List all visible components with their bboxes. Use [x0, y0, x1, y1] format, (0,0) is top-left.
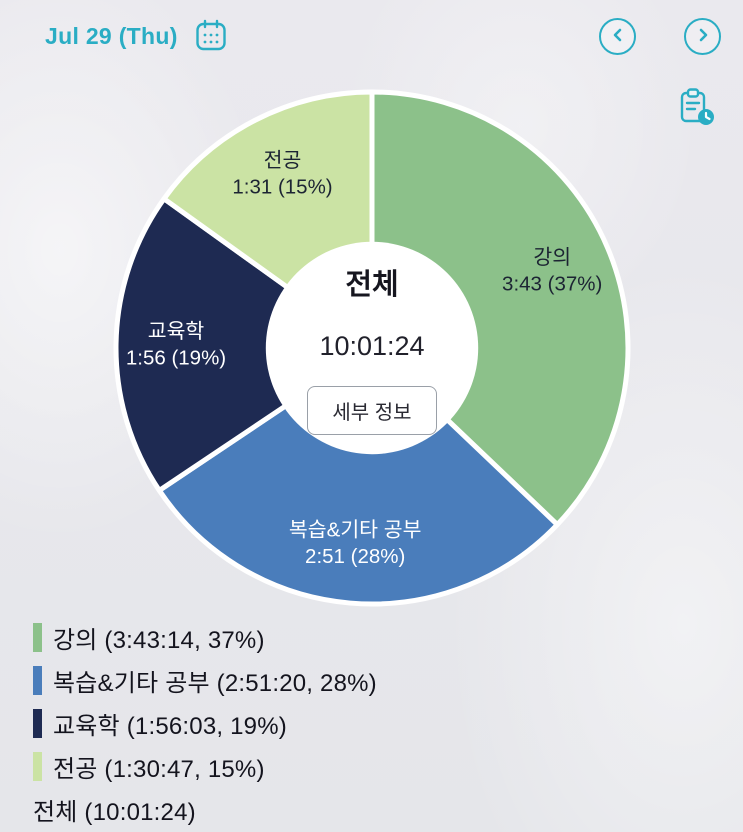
date-nav [599, 17, 721, 55]
calendar-icon [194, 18, 228, 55]
chevron-left-icon [611, 28, 625, 45]
report-button[interactable] [675, 86, 717, 131]
legend-item: 전체 (10:01:24) [33, 792, 377, 827]
chart-center: 전체 10:01:24 세부 정보 [267, 261, 477, 435]
legend-item: 전공 (1:30:47, 15%) [33, 749, 377, 784]
report-clock-icon [675, 88, 717, 131]
legend-label: 복습&기타 공부 (2:51:20, 28%) [53, 670, 377, 697]
legend-item: 교육학 (1:56:03, 19%) [33, 706, 377, 741]
donut-slice-0[interactable] [369, 89, 631, 528]
chart-center-title: 전체 [345, 269, 399, 301]
donut-slice-2[interactable] [113, 196, 375, 493]
chart-legend: 강의 (3:43:14, 37%) 복습&기타 공부 (2:51:20, 28%)… [33, 620, 377, 827]
date-group: Jul 29 (Thu) [45, 18, 228, 55]
legend-label: 교육학 (1:56:03, 19%) [53, 713, 287, 740]
date-label: Jul 29 (Thu) [45, 22, 178, 49]
slice-label: 복습&기타 공부 2:51 (28%) [289, 519, 422, 568]
legend-item: 강의 (3:43:14, 37%) [33, 620, 377, 655]
legend-label: 전공 (1:30:47, 15%) [53, 756, 265, 783]
header: Jul 29 (Thu) [0, 10, 743, 62]
calendar-button[interactable] [194, 18, 228, 55]
legend-swatch [33, 752, 42, 781]
next-day-button[interactable] [684, 17, 721, 55]
chart-total-time: 10:01:24 [319, 331, 425, 361]
slice-label: 강의 3:43 (37%) [502, 246, 602, 295]
legend-label: 강의 (3:43:14, 37%) [53, 627, 265, 654]
slice-label: 교육학 1:56 (19%) [126, 320, 226, 369]
donut-slice-1[interactable] [156, 345, 560, 607]
chevron-right-icon [696, 28, 710, 45]
donut-chart-svg: 강의 3:43 (37%) 복습&기타 공부 2:51 (28%) 교육학 1:56 (1… [113, 89, 631, 607]
legend-swatch [33, 666, 42, 695]
detail-button[interactable]: 세부 정보 [307, 386, 437, 435]
donut-chart: 강의 3:43 (37%) 복습&기타 공부 2:51 (28%) 교육학 1:56 (1… [106, 82, 638, 614]
legend-swatch [33, 709, 42, 738]
legend-item: 복습&기타 공부 (2:51:20, 28%) [33, 663, 377, 698]
legend-label: 전체 (10:01:24) [33, 799, 196, 826]
legend-swatch [33, 623, 42, 652]
slice-label: 전공 1:31 (15%) [232, 149, 332, 198]
prev-day-button[interactable] [599, 17, 636, 55]
